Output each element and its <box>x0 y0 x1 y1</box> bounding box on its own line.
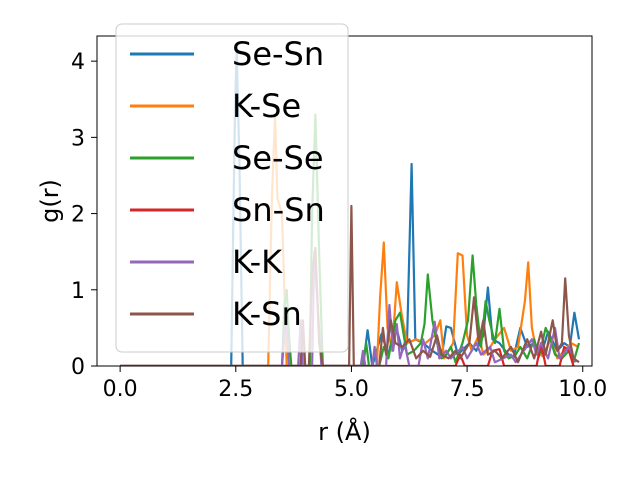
x-tick-label: 0.0 <box>103 377 138 402</box>
legend: Se-Sn K-Se Se-Se Sn-Sn K-K K-Sn <box>115 23 349 353</box>
x-axis-label: r (Å) <box>318 417 371 446</box>
series-line-6 <box>120 204 580 366</box>
x-tick-label: 10.0 <box>558 377 607 402</box>
legend-label: K-Sn <box>232 295 302 333</box>
y-tick-label: 4 <box>71 50 85 75</box>
x-axis-ticks: 0.0 2.5 5.0 7.5 10.0 <box>103 366 607 402</box>
y-tick-label: 1 <box>71 279 85 304</box>
y-tick-label: 0 <box>71 355 85 380</box>
x-tick-label: 5.0 <box>334 377 369 402</box>
legend-label: K-Se <box>232 87 301 125</box>
x-tick-label: 2.5 <box>218 377 253 402</box>
y-axis-label: g(r) <box>36 179 64 223</box>
series-line-2 <box>120 113 579 366</box>
series-layer <box>120 48 581 366</box>
y-axis-ticks: 0 1 2 3 4 <box>71 50 97 380</box>
legend-label: K-K <box>232 243 283 281</box>
legend-label: Se-Se <box>232 139 324 177</box>
x-tick-label: 7.5 <box>450 377 485 402</box>
legend-label: Se-Sn <box>232 35 324 73</box>
legend-label: Sn-Sn <box>232 191 325 229</box>
y-tick-label: 3 <box>71 126 85 151</box>
y-tick-label: 2 <box>71 203 85 228</box>
